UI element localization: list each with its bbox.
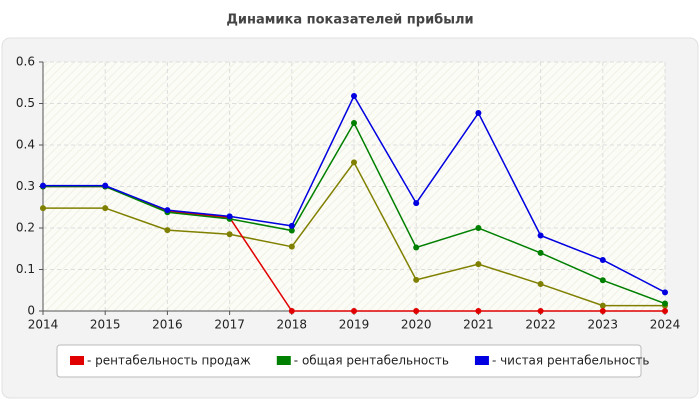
data-point (599, 256, 606, 263)
legend-label: - чистая рентабельность (492, 354, 650, 368)
data-point (475, 225, 482, 231)
legend-swatch (70, 356, 84, 365)
y-tick-label: 0 (27, 304, 35, 318)
x-tick-label: 2023 (588, 318, 619, 332)
legend-label: - рентабельность продаж (87, 354, 251, 368)
data-point (226, 231, 233, 238)
y-tick-label: 0.5 (16, 96, 35, 110)
data-point (226, 213, 233, 220)
legend-swatch (276, 356, 291, 365)
data-point (599, 277, 606, 284)
data-point (164, 207, 171, 214)
legend-label: - общая рентабельность (294, 354, 449, 368)
data-point (288, 243, 295, 250)
data-point (351, 308, 357, 314)
data-point (413, 308, 420, 314)
data-point (662, 308, 668, 314)
x-tick-label: 2015 (90, 318, 121, 332)
data-point (102, 205, 109, 212)
data-point (288, 308, 295, 314)
x-tick-label: 2014 (28, 318, 59, 332)
x-tick-label: 2017 (214, 318, 245, 332)
data-point (288, 222, 295, 229)
x-tick-label: 2021 (463, 318, 494, 332)
data-point (537, 281, 544, 288)
data-point (537, 232, 544, 239)
data-point (475, 110, 482, 117)
data-point (351, 120, 357, 127)
y-tick-label: 0.1 (16, 262, 35, 276)
y-tick-label: 0.2 (16, 221, 35, 235)
x-tick-label: 2022 (525, 318, 556, 332)
data-point (40, 182, 46, 189)
data-point (662, 289, 668, 296)
x-tick-label: 2019 (339, 318, 370, 332)
data-point (537, 249, 544, 256)
data-point (164, 227, 171, 234)
x-tick-label: 2016 (152, 318, 183, 332)
data-point (537, 308, 544, 314)
y-tick-label: 0.3 (16, 179, 35, 193)
data-point (351, 159, 357, 166)
data-point (599, 308, 606, 314)
data-point (413, 200, 420, 207)
chart-title: Динамика показателей прибыли (226, 13, 473, 28)
x-tick-label: 2018 (277, 318, 308, 332)
data-point (413, 244, 420, 251)
x-tick-label: 2020 (401, 318, 432, 332)
data-point (413, 276, 420, 283)
data-point (475, 261, 482, 268)
data-point (102, 182, 109, 189)
data-point (288, 227, 295, 234)
data-point (40, 205, 46, 212)
data-point (662, 300, 668, 307)
data-point (351, 93, 357, 100)
x-tick-label: 2024 (650, 318, 681, 332)
legend-swatch (474, 356, 489, 365)
legend (56, 344, 642, 378)
data-point (475, 308, 482, 314)
y-tick-label: 0.4 (16, 138, 35, 152)
y-tick-label: 0.6 (16, 55, 35, 69)
data-point (599, 302, 606, 309)
